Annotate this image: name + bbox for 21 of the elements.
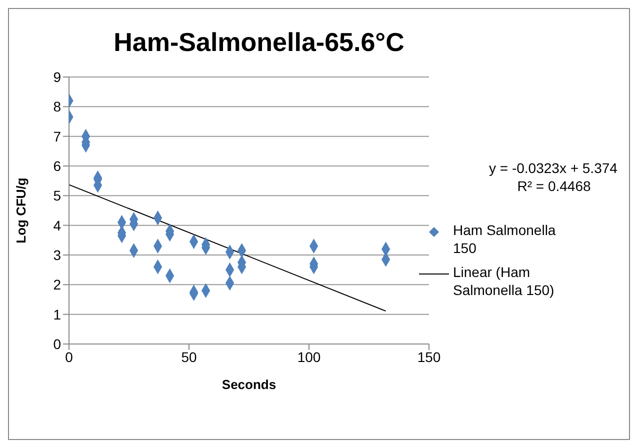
y-tick-label: 4 — [53, 217, 62, 234]
text: R² = 0.4468 — [516, 177, 592, 195]
y-tick-label: 9 — [53, 68, 62, 85]
y-tick-label: 0 — [53, 336, 62, 352]
y-tick-label: 5 — [53, 188, 62, 204]
y-tick-label: 3 — [53, 246, 62, 263]
legend-label: Ham Salmonella 150 — [453, 221, 557, 257]
x-tick-label: 150 — [417, 348, 441, 365]
y-tick-label: 7 — [53, 128, 62, 144]
y-tick-label: 1 — [53, 306, 62, 322]
text: y = -0.0323x + 5.374 — [489, 159, 618, 177]
chart-title: Ham-Salmonella-65.6°C — [112, 27, 406, 58]
legend-label: Linear (Ham Salmonella 150) — [453, 263, 556, 299]
x-tick-label: 50 — [181, 348, 197, 365]
y-tick-label: 8 — [53, 98, 62, 115]
x-axis-title: Seconds — [222, 377, 276, 392]
y-axis-title: Log CFU/g — [14, 178, 29, 244]
y-tick-label: 2 — [53, 276, 62, 293]
x-tick-label: 0 — [65, 348, 74, 365]
y-tick-label: 6 — [53, 158, 62, 174]
x-tick-label: 100 — [297, 348, 321, 365]
